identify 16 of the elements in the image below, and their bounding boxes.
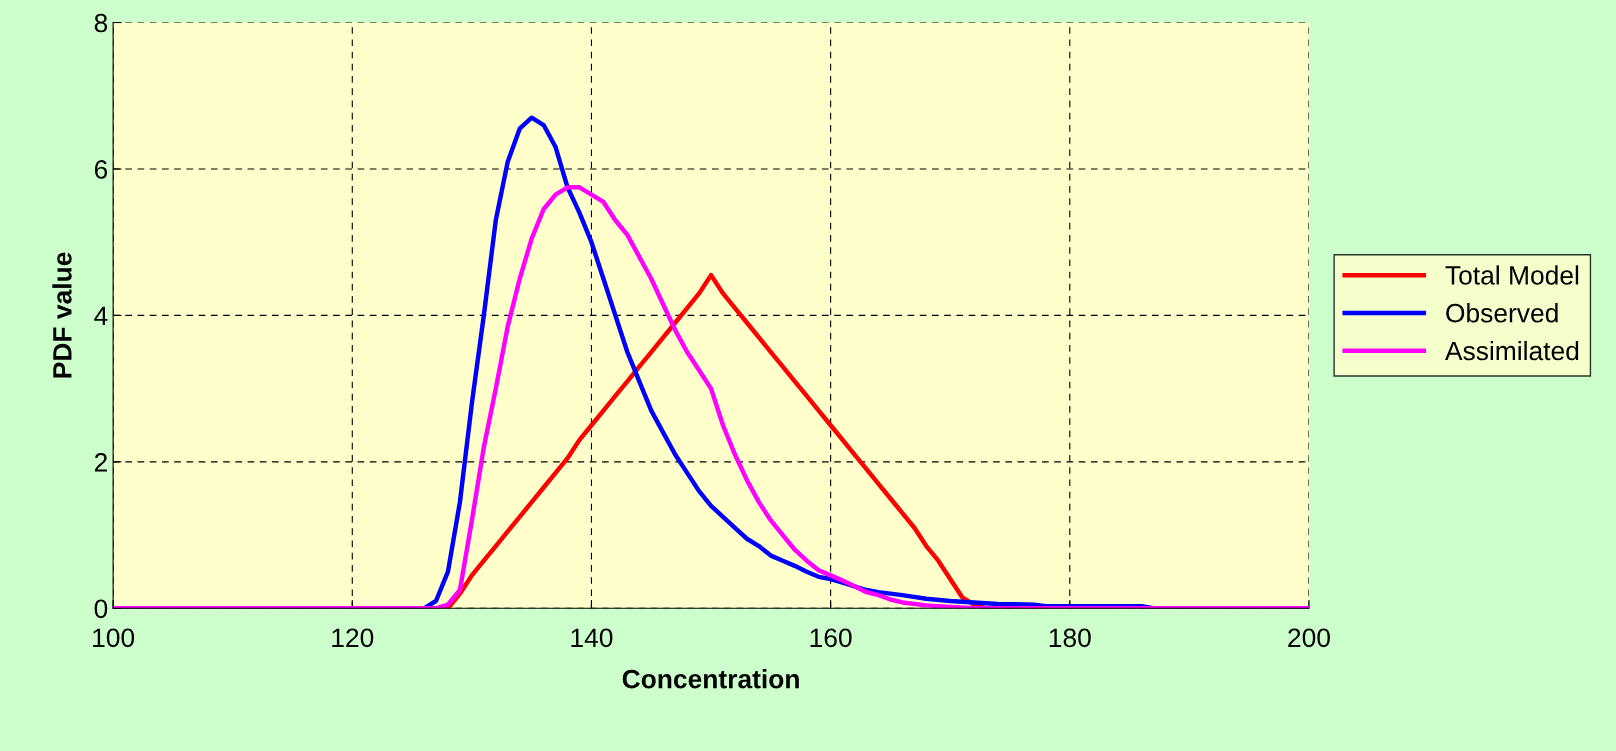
- x-tick-label: 180: [1049, 628, 1091, 648]
- y-tick-label: 2: [94, 453, 107, 472]
- x-tick-label: 160: [810, 628, 852, 648]
- legend-label: Assimilated: [1445, 340, 1579, 361]
- y-tick-label: 8: [94, 13, 108, 33]
- x-tick-label: 200: [1288, 628, 1330, 648]
- x-tick-label: 120: [332, 628, 374, 648]
- y-tick-label: 4: [94, 306, 108, 325]
- legend-label: Total Model: [1445, 265, 1579, 285]
- x-tick-label: 140: [571, 628, 613, 648]
- y-tick-label: 0: [94, 599, 108, 619]
- legend-label: Observed: [1446, 303, 1558, 323]
- x-tick-label: 100: [93, 628, 135, 648]
- y-axis-title: PDF value: [52, 252, 72, 378]
- x-axis-title: Concentration: [622, 669, 799, 689]
- y-tick-label: 6: [94, 160, 108, 179]
